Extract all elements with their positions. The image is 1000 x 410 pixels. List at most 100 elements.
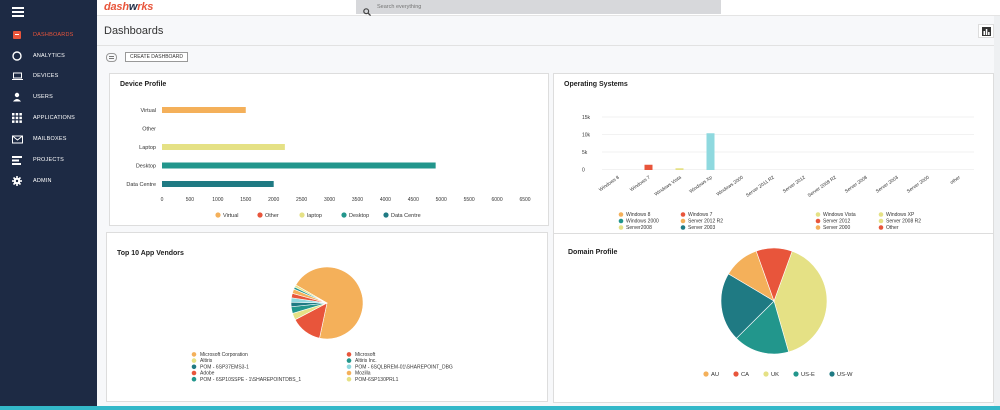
legend-label: Windows Vista bbox=[823, 212, 856, 218]
gear-icon bbox=[11, 175, 23, 187]
sidebar-item-admin[interactable]: ADMIN bbox=[0, 171, 97, 191]
legend-marker bbox=[191, 352, 197, 357]
laptop-icon bbox=[11, 70, 23, 82]
legend-marker bbox=[815, 212, 821, 217]
bar bbox=[706, 133, 715, 170]
x-tick-label: 500 bbox=[186, 197, 195, 203]
x-tick-label: 6000 bbox=[492, 197, 503, 203]
legend-marker bbox=[191, 358, 197, 363]
sidebar-item-label: USERS bbox=[33, 94, 53, 100]
legend-marker bbox=[815, 225, 821, 230]
legend-label: Other bbox=[886, 225, 899, 231]
search-bar[interactable] bbox=[356, 0, 721, 17]
device-profile-panel: Device Profile Virtual Other Laptop Desktop… bbox=[109, 73, 549, 226]
legend-label: AU bbox=[711, 372, 719, 378]
x-tick-label: other bbox=[949, 174, 962, 185]
legend-label: Microsoft Corporation bbox=[200, 352, 248, 358]
legend-label: Server 2012 R2 bbox=[688, 219, 723, 225]
report-button[interactable] bbox=[978, 24, 994, 38]
bar bbox=[162, 181, 274, 187]
sidebar: DASHBOARDS ANALYTICS DEVICES USERS APPLI… bbox=[0, 0, 97, 406]
legend-label: POM-6SP130PRL1 bbox=[355, 377, 399, 383]
sidebar-item-label: DASHBOARDS bbox=[33, 32, 74, 38]
panel-title: Domain Profile bbox=[568, 249, 618, 256]
y-tick-label: Laptop bbox=[139, 145, 156, 151]
legend-marker bbox=[346, 376, 352, 382]
operating-systems-panel: Operating Systems 15k 10k 5k 0 Windows 8 Wind… bbox=[553, 73, 994, 243]
legend-label: US-W bbox=[837, 372, 853, 378]
panel-title: Operating Systems bbox=[564, 81, 628, 88]
legend-label: Windows 7 bbox=[688, 212, 713, 218]
legend-marker bbox=[878, 225, 884, 230]
x-tick-label: Windows 7 bbox=[629, 175, 652, 194]
legend-marker bbox=[346, 364, 352, 370]
pie-slice bbox=[294, 284, 328, 304]
legend-label: POM - 6SP37EMS3-1 bbox=[200, 364, 249, 370]
page-title: Dashboards bbox=[104, 25, 164, 37]
legend-label: POM - 6SQLBREM-01\SHAREPOINT_DBG bbox=[355, 364, 453, 370]
x-tick-label: Server 2012 bbox=[782, 175, 807, 195]
sidebar-item-label: MAILBOXES bbox=[33, 136, 67, 142]
legend-label: laptop bbox=[307, 213, 322, 219]
y-tick-label: Data Centre bbox=[126, 182, 156, 188]
bar bbox=[162, 107, 246, 113]
legend-label: Server2008 bbox=[626, 225, 652, 231]
header-divider bbox=[97, 45, 1000, 46]
sidebar-item-label: ADMIN bbox=[33, 178, 52, 184]
y-tick-label: Virtual bbox=[141, 108, 157, 114]
x-tick-label: Windows Xp bbox=[688, 175, 714, 195]
y-tick-label: 10k bbox=[582, 133, 591, 139]
search-icon bbox=[363, 3, 372, 17]
toggle-list-icon[interactable] bbox=[106, 53, 117, 62]
legend-marker bbox=[618, 218, 624, 224]
sidebar-item-projects[interactable]: PROJECTS bbox=[0, 150, 97, 170]
app-vendors-chart: Microsoft Corporation Microsoft Altiris Alt… bbox=[191, 266, 453, 383]
legend-marker bbox=[763, 371, 769, 377]
analytics-icon bbox=[11, 50, 23, 62]
sidebar-item-dashboards[interactable]: DASHBOARDS bbox=[0, 25, 97, 45]
sidebar-item-label: ANALYTICS bbox=[33, 53, 65, 59]
legend-marker bbox=[878, 212, 884, 217]
search-input[interactable] bbox=[377, 4, 677, 10]
x-tick-label: 0 bbox=[161, 197, 164, 203]
panel-title: Top 10 App Vendors bbox=[117, 250, 184, 257]
grid-icon bbox=[11, 112, 23, 124]
x-tick-label: 1500 bbox=[240, 197, 251, 203]
x-tick-label: 4000 bbox=[380, 197, 391, 203]
legend-marker bbox=[815, 218, 821, 224]
create-dashboard-button[interactable]: CREATE DASHBOARD bbox=[125, 52, 188, 62]
legend-label: Mozilla bbox=[355, 371, 371, 377]
legend-marker bbox=[341, 212, 347, 218]
legend-marker bbox=[680, 218, 686, 224]
legend-marker bbox=[703, 371, 709, 377]
hamburger-menu-icon[interactable] bbox=[12, 7, 24, 17]
x-tick-label: Server 2008 R2 bbox=[807, 175, 838, 199]
domain-profile-chart: AU CA UK US-E US-W bbox=[703, 247, 853, 378]
bar bbox=[162, 144, 285, 150]
sidebar-item-devices[interactable]: DEVICES bbox=[0, 66, 97, 86]
sidebar-item-analytics[interactable]: ANALYTICS bbox=[0, 46, 97, 66]
legend-marker bbox=[346, 370, 352, 376]
dashboard-icon bbox=[11, 29, 23, 41]
sidebar-item-users[interactable]: USERS bbox=[0, 87, 97, 107]
x-tick-label: 1000 bbox=[212, 197, 223, 203]
bar-chart-icon bbox=[981, 26, 991, 36]
x-tick-label: 5500 bbox=[464, 197, 475, 203]
x-tick-label: Server 2003 bbox=[875, 175, 900, 195]
legend-marker bbox=[299, 212, 305, 218]
sidebar-item-mailboxes[interactable]: MAILBOXES bbox=[0, 129, 97, 149]
legend-marker bbox=[191, 370, 197, 376]
app-logo[interactable]: dashwrks bbox=[104, 1, 154, 13]
x-tick-label: Windows 2000 bbox=[715, 175, 744, 198]
device-profile-chart: Virtual Other Laptop Desktop Data Centre 0 500… bbox=[126, 107, 531, 219]
y-tick-label: 0 bbox=[582, 168, 585, 174]
x-tick-label: Windows 8 bbox=[598, 175, 621, 194]
sidebar-item-label: PROJECTS bbox=[33, 157, 64, 163]
sidebar-item-applications[interactable]: APPLICATIONS bbox=[0, 108, 97, 128]
legend-label: Windows 2000 bbox=[626, 219, 659, 225]
pie-slice bbox=[773, 250, 828, 353]
y-tick-label: Other bbox=[142, 127, 156, 133]
legend-label: Server 2012 bbox=[823, 219, 850, 225]
x-tick-label: Server 2000 bbox=[906, 175, 931, 195]
bottom-accent-bar bbox=[0, 406, 1000, 410]
